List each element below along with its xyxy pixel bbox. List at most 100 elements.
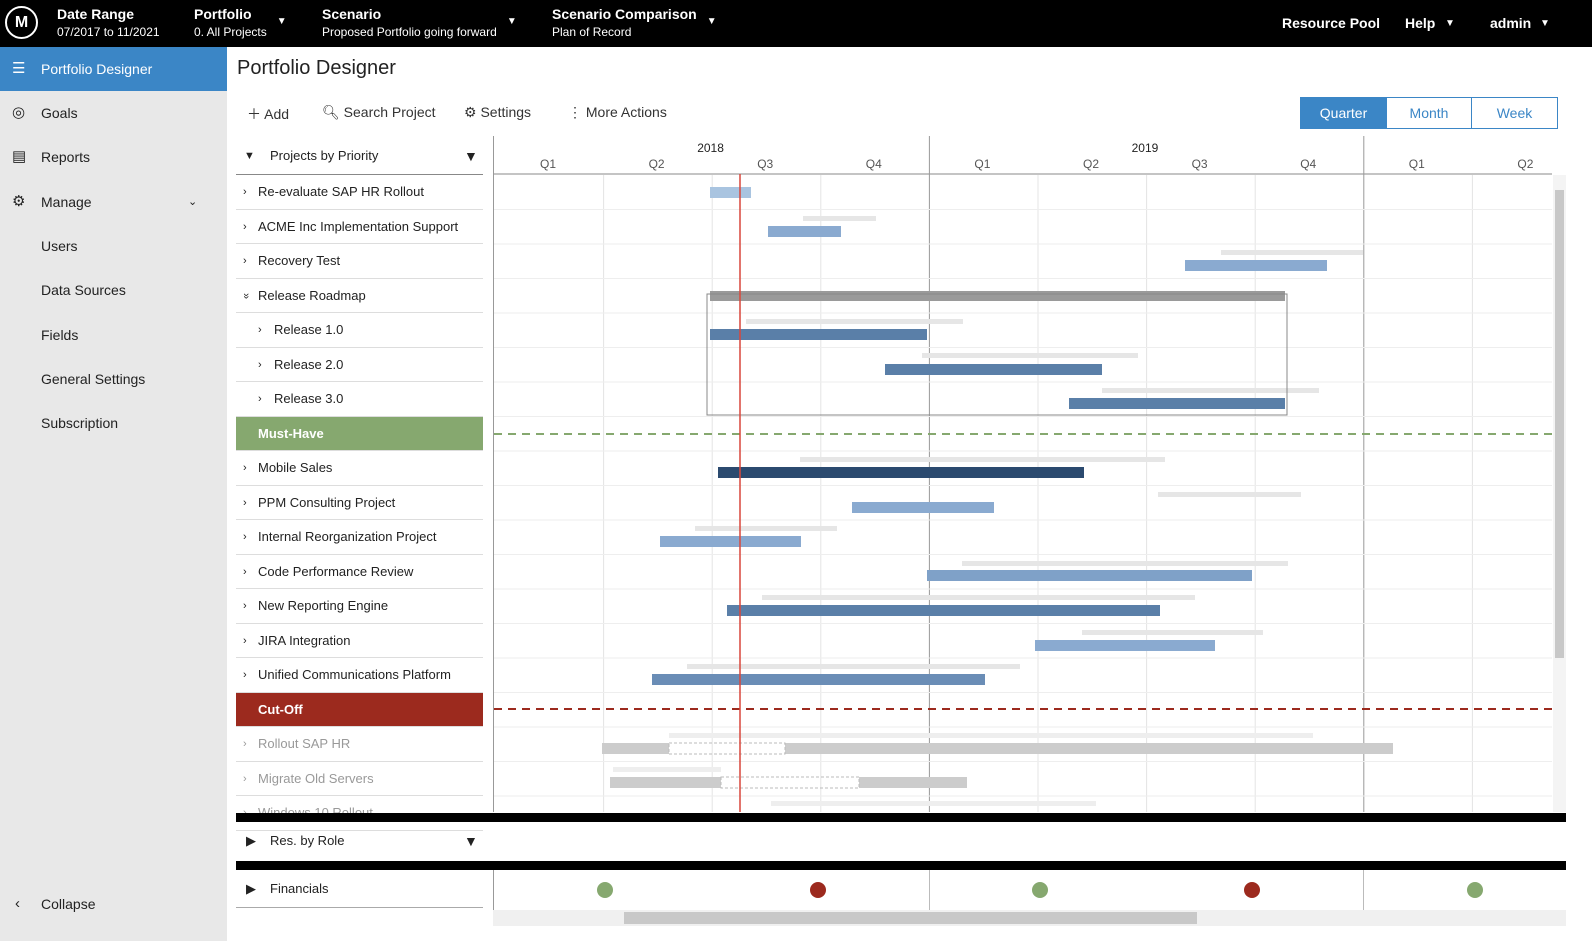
settings-button[interactable]: ⚙ Settings: [464, 104, 531, 121]
sidebar-item-data-sources[interactable]: Data Sources: [0, 268, 227, 312]
gantt-bar: [602, 743, 669, 754]
year-label: 2018: [697, 141, 724, 155]
chevron-right-icon[interactable]: ›: [243, 496, 247, 509]
help-menu[interactable]: Help: [1405, 15, 1436, 31]
financial-status-dot[interactable]: [1032, 882, 1048, 898]
gantt-bar: [922, 353, 1138, 358]
chevron-double-down-icon[interactable]: »: [240, 292, 253, 299]
list-item[interactable]: › JIRA Integration: [236, 624, 483, 658]
add-button[interactable]: ＋ Add: [247, 104, 289, 124]
scenario-comparison-selector[interactable]: Scenario Comparison Plan of Record ▼: [552, 6, 719, 39]
search-icon: 🔍︎: [322, 104, 340, 120]
date-range-selector[interactable]: Date Range 07/2017 to 11/2021: [57, 6, 160, 39]
gantt-bar: [695, 526, 837, 531]
financial-status-dot[interactable]: [810, 882, 826, 898]
list-item[interactable]: › Release 3.0: [236, 382, 483, 417]
caret-down-icon[interactable]: ▼: [1445, 18, 1455, 29]
list-item[interactable]: › Mobile Sales: [236, 451, 483, 486]
search-project-button[interactable]: 🔍︎ Search Project: [322, 104, 436, 121]
sidebar-item-manage[interactable]: ⚙ Manage ⌄: [0, 180, 227, 224]
list-item-label: New Reporting Engine: [258, 598, 389, 613]
quarter-label: Q3: [1191, 157, 1208, 171]
chevron-right-icon[interactable]: ›: [243, 531, 247, 543]
chevron-right-icon[interactable]: ›: [243, 462, 247, 474]
sidebar-item-subscription[interactable]: Subscription: [0, 401, 227, 445]
user-menu[interactable]: admin: [1490, 15, 1532, 31]
portfolio-selector[interactable]: Portfolio 0. All Projects ▼: [194, 6, 289, 39]
list-item[interactable]: › Release 2.0: [236, 348, 483, 382]
list-item[interactable]: › Code Performance Review: [236, 555, 483, 589]
chevron-right-icon[interactable]: ›: [243, 220, 247, 233]
chevron-right-icon[interactable]: ›: [243, 669, 247, 681]
vertical-scrollbar[interactable]: [1553, 175, 1566, 812]
caret-right-icon[interactable]: ▶: [246, 881, 256, 896]
caret-down-icon[interactable]: ▼: [1540, 18, 1550, 29]
list-item[interactable]: › Release 1.0: [236, 313, 483, 348]
financials-panel-header[interactable]: ▶ Financials: [236, 872, 483, 908]
list-item[interactable]: › PPM Consulting Project: [236, 486, 483, 520]
filter-icon[interactable]: ▼: [464, 148, 478, 164]
scrollbar-thumb[interactable]: [624, 912, 1197, 924]
quarter-label: Q4: [1300, 157, 1317, 171]
caret-down-icon[interactable]: ▼: [244, 150, 255, 162]
chevron-right-icon[interactable]: ›: [243, 565, 247, 578]
view-quarter-button[interactable]: Quarter: [1300, 97, 1387, 129]
gap-bar: [720, 776, 860, 789]
financial-status-dot[interactable]: [1467, 882, 1483, 898]
list-item[interactable]: › Rollout SAP HR: [236, 727, 483, 762]
list-item[interactable]: › ACME Inc Implementation Support: [236, 210, 483, 244]
view-week-button[interactable]: Week: [1471, 97, 1558, 129]
list-item[interactable]: » Release Roadmap: [236, 279, 483, 313]
resources-panel-header[interactable]: ▶ Res. by Role ▼: [236, 824, 483, 860]
splitter-handle[interactable]: [236, 813, 1566, 822]
sidebar-item-label: Fields: [41, 327, 79, 343]
list-item[interactable]: › Re-evaluate SAP HR Rollout: [236, 175, 483, 210]
gantt-bar: [1221, 250, 1363, 255]
financial-status-dot[interactable]: [1244, 882, 1260, 898]
sidebar-item-fields[interactable]: Fields: [0, 313, 227, 357]
gantt-bar: [613, 767, 721, 772]
list-item[interactable]: › New Reporting Engine: [236, 589, 483, 624]
list-item[interactable]: › Unified Communications Platform: [236, 658, 483, 693]
sidebar-item-portfolio-designer[interactable]: ☰ Portfolio Designer: [0, 47, 227, 91]
add-label: Add: [264, 106, 290, 122]
list-item[interactable]: › Migrate Old Servers: [236, 762, 483, 796]
chevron-right-icon[interactable]: ›: [243, 738, 247, 750]
filter-icon[interactable]: ▼: [464, 833, 478, 849]
scenario-selector[interactable]: Scenario Proposed Portfolio going forward…: [322, 6, 519, 39]
chevron-right-icon[interactable]: ›: [243, 186, 247, 198]
chevron-right-icon[interactable]: ›: [243, 600, 247, 612]
financial-status-dot[interactable]: [597, 882, 613, 898]
priority-divider[interactable]: Cut-Off: [236, 692, 483, 727]
caret-down-icon[interactable]: ▼: [276, 16, 287, 27]
gantt-bar: [1069, 398, 1285, 409]
scrollbar-thumb[interactable]: [1555, 190, 1564, 658]
sidebar-item-general-settings[interactable]: General Settings: [0, 357, 227, 401]
priority-divider[interactable]: Must-Have: [236, 416, 483, 451]
chevron-right-icon[interactable]: ›: [258, 358, 262, 371]
list-item[interactable]: › Internal Reorganization Project: [236, 520, 483, 555]
gantt-bar: [1158, 492, 1301, 497]
chevron-right-icon[interactable]: ›: [258, 393, 262, 405]
more-actions-button[interactable]: ⋮ More Actions: [568, 104, 667, 121]
resource-pool-link[interactable]: Resource Pool: [1282, 15, 1381, 31]
chevron-right-icon[interactable]: ›: [243, 634, 247, 647]
list-item[interactable]: › Recovery Test: [236, 244, 483, 279]
group-box: [706, 293, 1288, 416]
chevron-right-icon[interactable]: ›: [243, 255, 247, 267]
sidebar-item-goals[interactable]: ◎ Goals: [0, 91, 227, 135]
quarter-label: Q1: [540, 157, 557, 171]
target-icon: ◎: [12, 104, 26, 121]
chevron-right-icon[interactable]: ›: [258, 324, 262, 336]
chevron-right-icon[interactable]: ›: [243, 772, 247, 785]
sidebar-item-users[interactable]: Users: [0, 224, 227, 268]
caret-down-icon[interactable]: ▼: [506, 16, 517, 27]
top-bar: M Date Range 07/2017 to 11/2021 Portfolio…: [0, 0, 1592, 47]
splitter-handle[interactable]: [236, 861, 1566, 870]
caret-right-icon[interactable]: ▶: [246, 833, 256, 848]
caret-down-icon[interactable]: ▼: [706, 16, 717, 27]
collapse-button[interactable]: ‹ Collapse: [0, 882, 227, 926]
view-month-button[interactable]: Month: [1386, 97, 1472, 129]
horizontal-scrollbar[interactable]: [493, 910, 1566, 926]
sidebar-item-reports[interactable]: ▤ Reports: [0, 135, 227, 179]
